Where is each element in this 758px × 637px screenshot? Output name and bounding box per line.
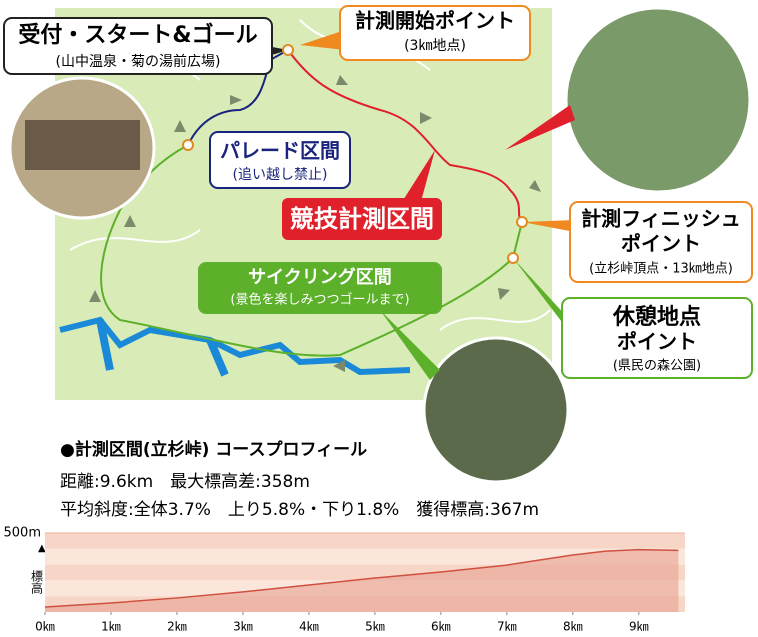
axis-arrow: ▲ [38, 543, 46, 554]
x-tick-label: 6㎞ [431, 620, 451, 634]
x-tick-label: 5㎞ [365, 620, 385, 634]
parade-title: パレード区間 [220, 139, 340, 163]
x-tick-label: 9㎞ [629, 620, 649, 634]
rest-title: ポイント [617, 330, 697, 354]
timing-start-title: 計測開始ポイント [355, 9, 515, 33]
page: 受付・スタート&ゴール (山中温泉・菊の湯前広場) 計測開始ポイント (3㎞地点… [0, 0, 758, 637]
x-tick-label: 0㎞ [35, 620, 55, 634]
photo-building [25, 120, 140, 170]
finish-title: 計測フィニッシュ [581, 207, 741, 231]
finish-title: ポイント [621, 232, 701, 256]
x-tick-label: 8㎞ [563, 620, 583, 634]
cycling-sub: (景色を楽しみつつゴールまで) [230, 292, 409, 308]
x-tick-label: 7㎞ [497, 620, 517, 634]
profile-stat: 距離:9.6km 最大標高差:358m [60, 472, 310, 492]
chart-band [45, 533, 685, 549]
cycling-title: サイクリング区間 [248, 266, 392, 288]
race-title: 競技計測区間 [290, 205, 434, 233]
x-tick-label: 4㎞ [299, 620, 319, 634]
photo-cyclist [566, 8, 750, 192]
x-tick-label: 1㎞ [101, 620, 121, 634]
start-sub: (山中温泉・菊の湯前広場) [56, 53, 221, 70]
finish-sub: (立杉峠頂点・13㎞地点) [589, 262, 733, 277]
y-tick-label: 500m [4, 526, 41, 541]
x-tick-label: 3㎞ [233, 620, 253, 634]
rest-title: 休憩地点 [612, 304, 701, 330]
rest-sub: (県民の森公園) [613, 359, 701, 374]
y-axis-label: 標高 [30, 570, 44, 595]
parade-sub: (追い越し禁止) [233, 167, 328, 183]
x-tick-label: 2㎞ [167, 620, 187, 634]
photo-stream [424, 338, 568, 482]
profile-stat: 平均斜度:全体3.7% 上り5.8%・下り1.8% 獲得標高:367m [60, 500, 539, 520]
start-title: 受付・スタート&ゴール [18, 22, 257, 48]
profile-title: ●計測区間(立杉峠) コースプロフィール [60, 439, 367, 460]
timing-start-sub: (3㎞地点) [404, 38, 466, 54]
map-infographic: 受付・スタート&ゴール (山中温泉・菊の湯前広場) 計測開始ポイント (3㎞地点… [0, 0, 758, 637]
